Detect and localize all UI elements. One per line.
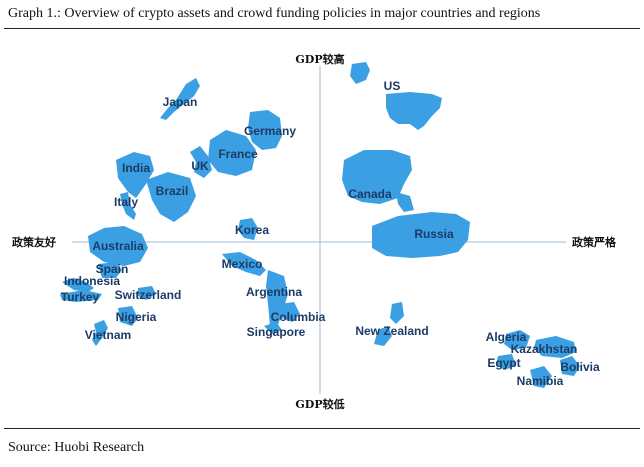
shape-bolivia [560,356,580,376]
country-label: Canada [348,187,392,201]
shape-canada [342,150,412,204]
shape-nigeria [118,306,138,326]
country-label: Vietnam [85,328,131,342]
country-label: Argentina [246,285,302,299]
country-label: Kazakhstan [511,342,578,356]
country-label: Russia [414,227,454,241]
country-shapes [60,62,580,388]
shape-france [208,130,256,176]
shape-russia [372,212,470,258]
country-label: Columbia [271,310,326,324]
shape-namibia [530,366,552,388]
shape-singapore [264,322,282,334]
shape-india [116,152,154,198]
country-label: India [122,161,150,175]
country-label: Turkey [61,290,100,304]
shape-new-zealand [390,302,404,324]
shape-egypt [496,354,516,370]
shape-switzerland [138,286,156,300]
shape-australia [88,226,148,266]
country-label: Namibia [517,374,564,388]
country-label: Brazil [156,184,189,198]
shape-us [386,92,442,130]
axis-label-top: GDP较高 [295,52,344,66]
shape-spain [98,262,122,278]
figure-caption: Graph 1.: Overview of crypto assets and … [8,6,541,21]
shape-indonesia [62,278,94,292]
country-label: Australia [92,239,144,253]
shape-germany [248,110,282,150]
shape-vietnam [92,320,108,346]
country-label: Indonesia [64,274,120,288]
country-label: Algeria [486,330,527,344]
country-label: US [384,79,401,93]
shape-korea [238,218,258,240]
shape-new-zealand-south [374,326,392,346]
shape-canada-island [396,192,414,212]
country-label: Singapore [247,325,306,339]
shape-brazil [146,172,196,222]
shape-japan [160,78,200,120]
country-label: Nigeria [116,310,157,324]
shape-italy [120,192,136,220]
shape-kazakhstan [534,336,576,358]
shape-us-alaska [350,62,370,84]
country-label: Bolivia [560,360,600,374]
country-label: Germany [244,124,296,138]
country-label: Spain [96,262,129,276]
country-label: Mexico [222,257,263,271]
shape-uk [190,146,212,178]
shape-argentina [266,270,288,330]
country-label: Egypt [487,356,520,370]
shape-algeria [504,330,530,350]
country-label: Japan [163,95,198,109]
country-label: Italy [114,195,138,209]
figure-source: Source: Huobi Research [8,440,145,455]
bottom-rule [4,428,640,429]
axis-label-bottom: GDP较低 [295,397,344,411]
country-label: France [218,147,258,161]
shape-mexico [222,252,266,276]
shape-turkey [60,290,102,302]
country-label: UK [191,159,209,173]
axis-label-right: 政策严格 [572,235,617,249]
shape-columbia [280,302,300,322]
country-label: New Zealand [355,324,428,338]
country-label: Switzerland [115,288,182,302]
axis-label-left: 政策友好 [12,235,56,249]
top-rule [4,28,640,29]
country-labels: US Japan Germany France UK India Brazil … [61,79,600,388]
country-label: Korea [235,223,269,237]
